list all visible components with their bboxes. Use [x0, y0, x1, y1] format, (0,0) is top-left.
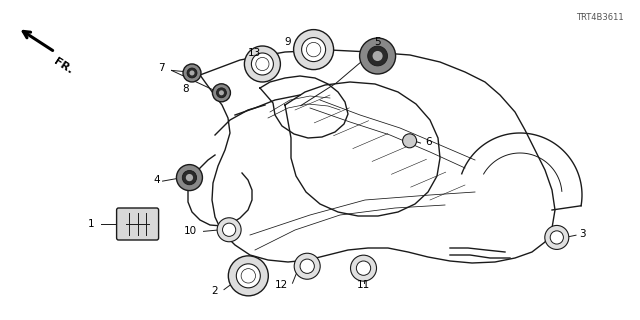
Circle shape — [545, 225, 569, 250]
Circle shape — [223, 223, 236, 236]
Text: 10: 10 — [184, 226, 197, 236]
Text: 9: 9 — [285, 37, 291, 47]
Text: 8: 8 — [182, 84, 189, 94]
Text: 1: 1 — [88, 219, 95, 229]
Circle shape — [216, 88, 227, 98]
Circle shape — [351, 255, 376, 281]
Circle shape — [244, 46, 280, 82]
Text: TRT4B3611: TRT4B3611 — [577, 13, 624, 22]
Circle shape — [368, 46, 387, 66]
Circle shape — [182, 171, 196, 185]
Circle shape — [228, 256, 268, 296]
Circle shape — [360, 38, 396, 74]
Circle shape — [187, 68, 197, 78]
Circle shape — [183, 64, 201, 82]
Circle shape — [217, 218, 241, 242]
Circle shape — [300, 259, 314, 273]
Circle shape — [189, 70, 195, 76]
Text: 7: 7 — [159, 63, 165, 73]
Circle shape — [219, 90, 224, 95]
Circle shape — [356, 261, 371, 275]
Circle shape — [301, 38, 326, 61]
Circle shape — [186, 174, 193, 181]
Text: FR.: FR. — [52, 56, 75, 76]
Circle shape — [177, 164, 202, 191]
Text: 13: 13 — [248, 48, 261, 58]
Text: 5: 5 — [374, 36, 381, 47]
Text: 11: 11 — [357, 280, 370, 291]
Text: 6: 6 — [426, 137, 432, 147]
Text: 2: 2 — [211, 285, 218, 296]
Text: 12: 12 — [275, 280, 288, 291]
Circle shape — [252, 53, 273, 75]
Circle shape — [403, 134, 417, 148]
Text: 4: 4 — [154, 175, 160, 185]
Circle shape — [236, 264, 260, 288]
Circle shape — [550, 231, 563, 244]
FancyBboxPatch shape — [116, 208, 159, 240]
Circle shape — [372, 51, 383, 61]
Circle shape — [212, 84, 230, 102]
Text: 3: 3 — [579, 229, 586, 239]
Circle shape — [294, 30, 333, 70]
Circle shape — [294, 253, 320, 279]
